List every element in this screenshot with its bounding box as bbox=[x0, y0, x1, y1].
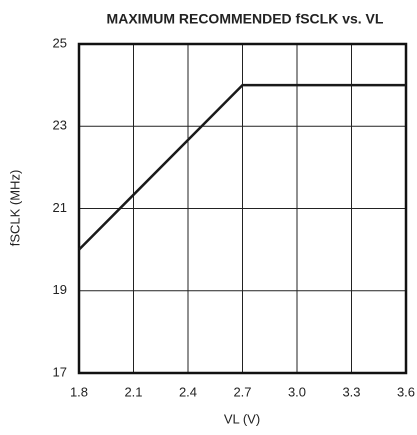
x-tick-label: 2.4 bbox=[179, 384, 197, 399]
y-tick-label: 19 bbox=[53, 282, 67, 297]
y-tick-label: 21 bbox=[53, 200, 67, 215]
plot-frame bbox=[77, 42, 408, 375]
chart-title: MAXIMUM RECOMMENDED fSCLK vs. VL bbox=[107, 11, 384, 27]
x-axis-label: VL (V) bbox=[224, 411, 260, 426]
data-line bbox=[78, 83, 406, 251]
y-tick-label: 17 bbox=[53, 364, 67, 379]
x-tick-label: 1.8 bbox=[70, 384, 88, 399]
y-tick-label: 23 bbox=[53, 118, 67, 133]
y-tick-label: 25 bbox=[53, 35, 67, 50]
x-tick-label: 3.3 bbox=[342, 384, 360, 399]
x-tick-label: 2.1 bbox=[124, 384, 142, 399]
y-axis-label: fSCLK (MHz) bbox=[7, 170, 22, 247]
x-tick-label: 3.0 bbox=[288, 384, 306, 399]
x-tick-label: 2.7 bbox=[233, 384, 251, 399]
x-tick-label: 3.6 bbox=[397, 384, 415, 399]
